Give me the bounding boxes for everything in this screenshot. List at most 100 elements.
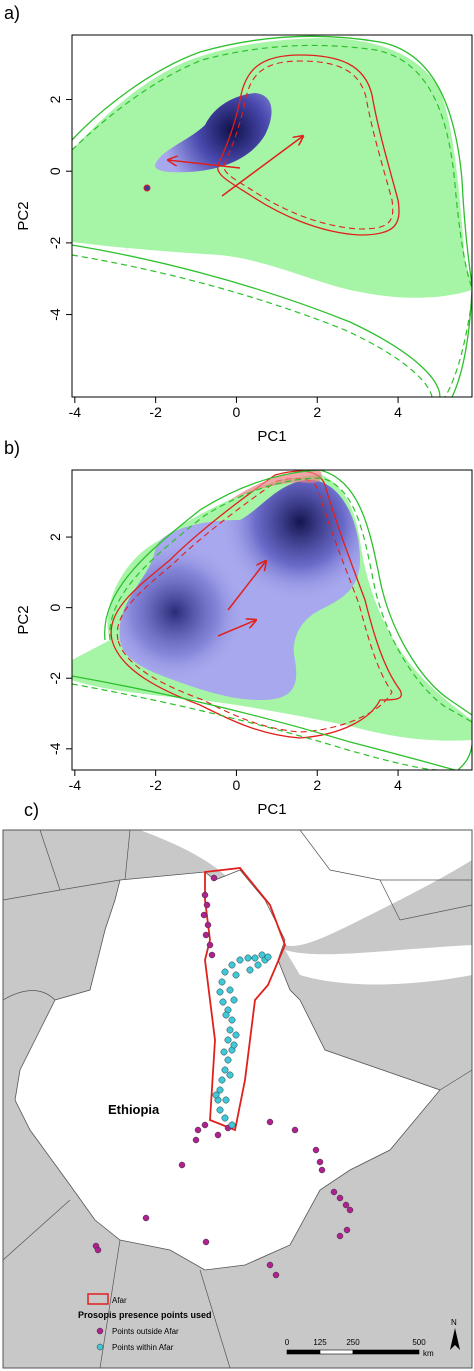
presence-point-within bbox=[226, 1071, 234, 1079]
presence-point-within bbox=[216, 1106, 224, 1114]
presence-point-within bbox=[216, 988, 224, 996]
presence-point-within bbox=[232, 971, 240, 979]
presence-point-within bbox=[222, 1011, 230, 1019]
presence-point-within bbox=[224, 1056, 232, 1064]
shift-arrow bbox=[221, 136, 303, 197]
country-label: Ethiopia bbox=[108, 1102, 160, 1117]
y-axis-label: PC2 bbox=[15, 605, 32, 634]
presence-point-outside bbox=[210, 874, 218, 882]
y-tick-label: 2 bbox=[47, 95, 63, 103]
y-tick-label: 0 bbox=[47, 604, 63, 612]
presence-point-within bbox=[251, 954, 259, 962]
presence-point-outside bbox=[316, 1158, 324, 1166]
presence-point-within bbox=[221, 1066, 229, 1074]
x-tick-label: -4 bbox=[69, 404, 82, 420]
presence-point-outside bbox=[200, 911, 208, 919]
presence-point-within bbox=[221, 968, 229, 976]
panel-a-shapes bbox=[72, 35, 472, 397]
red-area-top bbox=[230, 470, 322, 500]
presence-point-outside bbox=[318, 1166, 326, 1174]
plot-frame bbox=[71, 34, 473, 398]
presence-point-outside bbox=[206, 941, 214, 949]
x-tick-label: 0 bbox=[233, 404, 241, 420]
presence-point-outside bbox=[272, 1271, 280, 1279]
north-arrow: N bbox=[450, 1318, 460, 1350]
presence-point-within bbox=[224, 1036, 232, 1044]
presence-point-outside bbox=[201, 891, 209, 899]
presence-point-within bbox=[226, 986, 234, 994]
presence-point-outside bbox=[330, 1188, 338, 1196]
map-legend: Afar Prosopis presence points used Point… bbox=[78, 1293, 212, 1352]
y-tick-label: 0 bbox=[47, 167, 63, 175]
presence-point-outside bbox=[202, 1238, 210, 1246]
x-tick-label: -2 bbox=[149, 404, 162, 420]
x-axis-label: PC1 bbox=[257, 428, 286, 445]
scale-segment bbox=[286, 1349, 321, 1355]
north-label: N bbox=[451, 1318, 457, 1327]
legend-label: Points within Afar bbox=[112, 1343, 174, 1352]
legend-label: Afar bbox=[112, 1296, 127, 1305]
presence-point-outside bbox=[346, 1206, 354, 1214]
y-tick-label: -2 bbox=[47, 236, 63, 249]
panel-label: c) bbox=[24, 800, 39, 820]
presence-point-within bbox=[254, 961, 262, 969]
y-tick-label: -4 bbox=[47, 308, 63, 321]
scale-label: 0 bbox=[285, 1338, 290, 1347]
scale-segment bbox=[352, 1349, 420, 1355]
x-tick-label: 0 bbox=[233, 777, 241, 793]
presence-point-within bbox=[219, 998, 227, 1006]
legend-marker bbox=[96, 1327, 104, 1335]
presence-point-within bbox=[264, 953, 272, 961]
red-contour-dashed bbox=[116, 477, 393, 733]
presence-point-within bbox=[218, 978, 226, 986]
sea bbox=[140, 830, 472, 946]
scale-segment bbox=[319, 1349, 354, 1355]
red-contour bbox=[110, 470, 402, 739]
presence-point-outside bbox=[312, 1146, 320, 1154]
borders bbox=[3, 830, 472, 1368]
legend-marker bbox=[96, 1343, 104, 1351]
x-tick-label: 4 bbox=[394, 777, 402, 793]
panel-label: b) bbox=[4, 438, 20, 458]
map: Ethiopia bbox=[3, 830, 472, 1368]
presence-point-within bbox=[218, 1076, 226, 1084]
legend-region-swatch bbox=[87, 1293, 109, 1305]
shift-arrow bbox=[217, 620, 256, 637]
presence-point-outside bbox=[203, 901, 211, 909]
presence-point-within bbox=[216, 1086, 224, 1094]
legend-label: Points outside Afar bbox=[112, 1327, 179, 1336]
presence-point-outside bbox=[142, 1214, 150, 1222]
x-tick-label: -2 bbox=[149, 777, 162, 793]
presence-point-within bbox=[228, 961, 236, 969]
panel-label: a) bbox=[4, 3, 20, 23]
green-area bbox=[72, 38, 472, 298]
x-tick-label: 2 bbox=[313, 404, 321, 420]
presence-point-outside bbox=[192, 1136, 200, 1144]
presence-point-outside bbox=[266, 1118, 274, 1126]
plot-frame bbox=[71, 469, 473, 771]
scale-label: 500 bbox=[412, 1338, 426, 1347]
y-tick-label: -4 bbox=[47, 742, 63, 755]
shift-arrow bbox=[227, 561, 266, 611]
green-contour-dashed bbox=[72, 44, 472, 397]
gulf bbox=[285, 945, 472, 985]
x-axis-label: PC1 bbox=[257, 801, 286, 818]
presence-point-outside bbox=[266, 1261, 274, 1269]
presence-point-outside bbox=[194, 1126, 202, 1134]
map-frame bbox=[2, 829, 473, 1369]
presence-point-within bbox=[212, 1091, 220, 1099]
scale-label: 125 bbox=[313, 1338, 327, 1347]
presence-point-outside bbox=[214, 1131, 222, 1139]
shift-arrow bbox=[168, 160, 241, 169]
presence-point-within bbox=[246, 966, 254, 974]
presence-point-within bbox=[230, 1041, 238, 1049]
presence-point-outside bbox=[204, 921, 212, 929]
presence-point-outside bbox=[202, 931, 210, 939]
presence-point-outside bbox=[336, 1194, 344, 1202]
red-contour bbox=[217, 54, 400, 236]
presence-point-outside bbox=[178, 1161, 186, 1169]
presence-point-within bbox=[228, 1121, 236, 1129]
y-tick-label: -2 bbox=[47, 672, 63, 685]
scale-label: 250 bbox=[346, 1338, 360, 1347]
y-tick-label: 2 bbox=[47, 533, 63, 541]
